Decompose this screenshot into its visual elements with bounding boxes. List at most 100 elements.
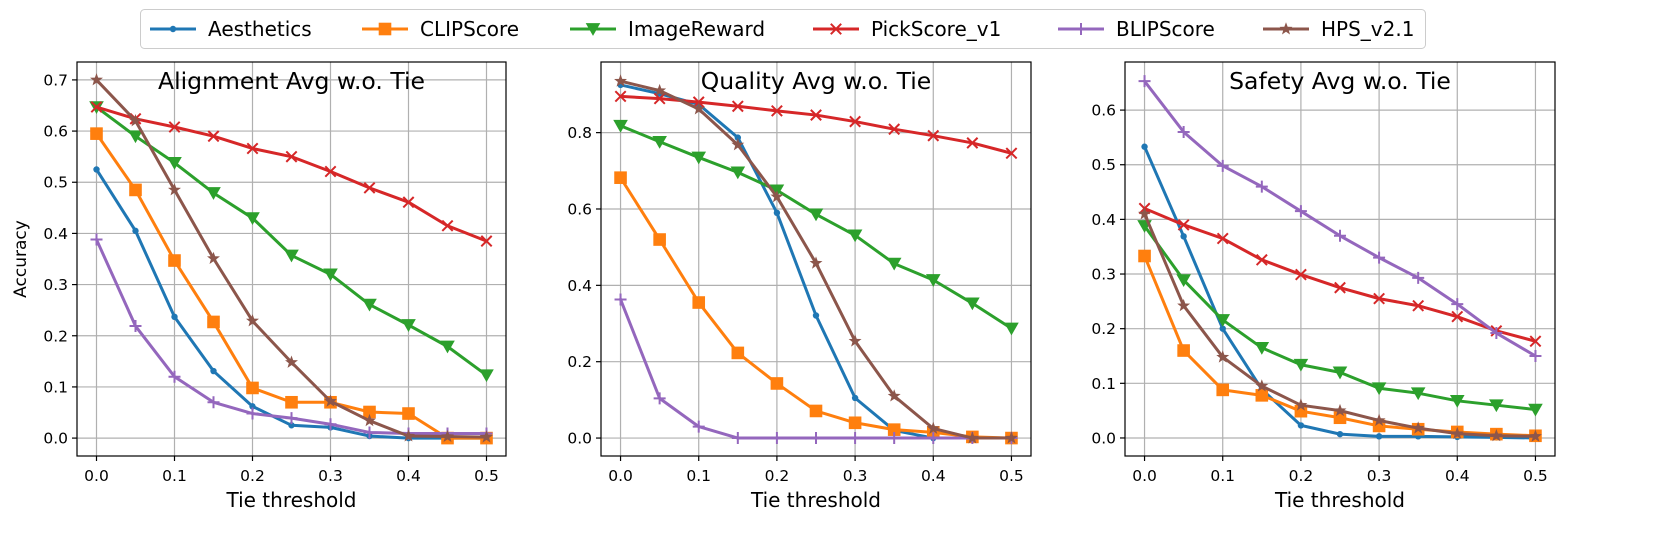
data-point — [1373, 292, 1385, 305]
x-axis-label: Tie threshold — [750, 488, 881, 512]
series-pickscore-v1 — [90, 101, 493, 247]
data-point — [207, 315, 220, 329]
data-point — [324, 418, 337, 431]
grid — [601, 62, 1031, 456]
data-point — [1489, 399, 1504, 413]
data-point — [1411, 421, 1425, 434]
data-point — [773, 209, 781, 217]
data-point — [1216, 159, 1229, 172]
data-point — [1451, 310, 1464, 323]
data-point — [849, 432, 862, 445]
data-point — [93, 166, 100, 173]
data-point — [246, 407, 259, 420]
series-pickscore-v1 — [614, 90, 1018, 160]
plot-area — [1125, 62, 1555, 456]
data-point — [1177, 298, 1191, 312]
data-point — [441, 429, 454, 443]
y-tick-label: 0.1 — [1091, 375, 1116, 393]
data-point — [613, 119, 628, 133]
y-tick-label: 0.4 — [1091, 211, 1116, 229]
data-point — [812, 312, 820, 319]
data-point — [653, 233, 666, 246]
data-point — [285, 355, 298, 368]
data-point — [479, 369, 494, 383]
data-point — [288, 422, 295, 429]
data-point — [132, 227, 139, 235]
y-tick-label: 0.1 — [43, 378, 68, 396]
data-point — [1297, 422, 1305, 429]
y-tick-label: 0.2 — [567, 353, 592, 371]
x-tick-label: 0.5 — [1523, 467, 1548, 485]
legend-label: Aesthetics — [208, 17, 312, 41]
data-point — [1293, 358, 1309, 372]
y-tick-label: 0.0 — [1091, 429, 1116, 447]
data-point — [1334, 281, 1346, 294]
y-tick-label: 0.0 — [567, 430, 592, 448]
data-point — [1177, 344, 1190, 357]
legend-item-imagereward: ImageReward — [570, 17, 765, 41]
chart-quality: 0.0 0.1 0.2 0.3 0.4 0.5 0.0 0.2 0.4 0.6 0.8 Quality… — [567, 61, 1032, 512]
data-point — [1138, 207, 1152, 220]
x-tick-label: 0.2 — [765, 467, 790, 485]
data-point — [362, 298, 377, 312]
x-tick-label: 0.4 — [396, 467, 421, 485]
chart-title: Quality Avg w.o. Tie — [701, 67, 932, 95]
legend-frame — [140, 9, 1426, 49]
data-point — [285, 412, 298, 425]
x-tick-label: 0.1 — [686, 467, 711, 485]
data-point — [965, 297, 980, 311]
data-point — [614, 293, 627, 306]
y-tick-label: 0.6 — [43, 123, 68, 141]
data-point — [324, 394, 337, 407]
legend-marker — [169, 25, 177, 33]
data-point — [168, 370, 181, 383]
y-tick-label: 0.5 — [43, 174, 68, 192]
data-point — [1295, 268, 1307, 281]
chart-title: Alignment Avg w.o. Tie — [158, 67, 425, 95]
legend-label: BLIPScore — [1116, 17, 1215, 41]
data-point — [207, 396, 220, 409]
data-point — [1255, 379, 1269, 392]
data-point — [965, 431, 979, 444]
data-point — [129, 183, 142, 197]
legend-marker — [585, 23, 601, 36]
data-point — [1529, 349, 1542, 362]
x-tick-label: 0.3 — [318, 467, 343, 485]
data-point — [888, 432, 901, 445]
data-point — [1255, 180, 1268, 193]
data-point — [1005, 147, 1018, 160]
data-point — [1334, 229, 1346, 242]
data-point — [246, 142, 259, 155]
x-tick-label: 0.0 — [608, 467, 633, 485]
data-point — [480, 235, 493, 247]
data-point — [363, 426, 376, 439]
data-point — [128, 130, 143, 144]
y-tick-label: 0.4 — [43, 225, 68, 243]
data-point — [771, 104, 783, 117]
data-point — [284, 249, 299, 263]
legend-label: PickScore_v1 — [871, 17, 1001, 41]
y-axis-label: Accuracy — [11, 220, 31, 298]
data-point — [692, 102, 706, 115]
x-tick-label: 0.4 — [1445, 467, 1470, 485]
y-tick-label: 0.2 — [43, 327, 68, 345]
data-point — [1004, 431, 1018, 444]
data-point — [168, 183, 181, 196]
legend-item-pickscore-v1: PickScore_v1 — [813, 17, 1001, 41]
data-point — [207, 251, 220, 264]
data-point — [809, 404, 823, 418]
data-point — [926, 421, 940, 435]
data-point — [1004, 322, 1019, 336]
x-axis-label: Tie threshold — [225, 488, 356, 512]
series-hps-v2-1 — [614, 74, 1018, 444]
legend-label: CLIPScore — [420, 17, 519, 41]
data-point — [851, 394, 859, 402]
data-point — [129, 320, 142, 333]
chart-safety: 0.0 0.1 0.2 0.3 0.4 0.5 0.0 0.1 0.2 0.3 0.4 0.5 0.6 S… — [1091, 61, 1556, 512]
y-tick-label: 0.2 — [1091, 320, 1116, 338]
data-point — [1529, 335, 1542, 348]
data-point — [1138, 249, 1151, 263]
data-point — [363, 181, 376, 194]
legend-label: ImageReward — [628, 17, 765, 41]
